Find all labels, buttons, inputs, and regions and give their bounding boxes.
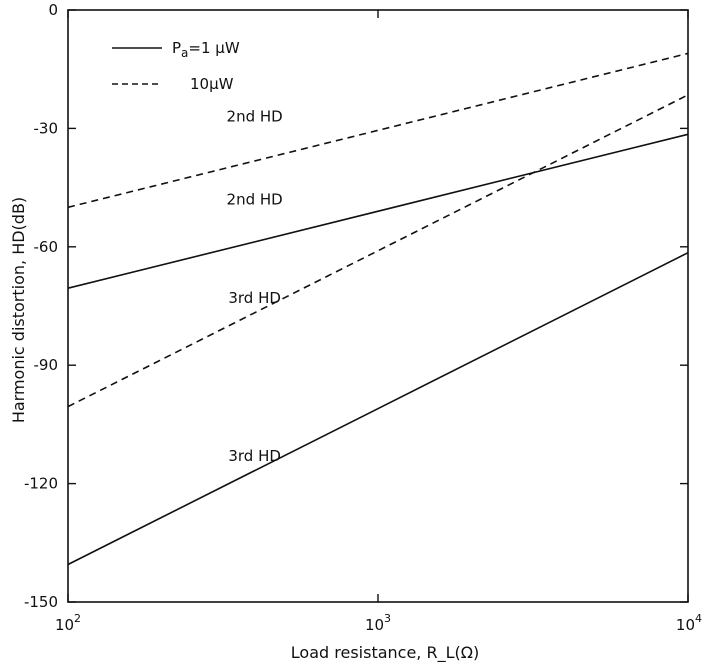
series-line-3rd-hd-1-w [67,251,689,566]
series-line-2nd-hd-1-w [67,133,689,289]
series-line-3rd-hd-10-w [67,94,689,408]
y-tick-label: -30 [34,119,59,137]
y-tick-label: -150 [24,593,58,611]
series-lines [67,52,689,566]
y-tick-label: -90 [34,356,59,374]
legend-label: 10μW [190,75,234,93]
series-line-2nd-hd-10-w [67,52,689,209]
series-label: 3rd HD [228,447,281,465]
series-label: 3rd HD [228,289,281,307]
y-axis-title: Harmonic distortion, HD(dB) [9,197,28,423]
plot-frame [67,9,689,603]
x-axis-title: Load resistance, R_L(Ω) [291,643,479,663]
y-tick-label: -60 [34,238,59,256]
y-tick-label: 0 [48,1,58,19]
x-tick-label: 104 [676,612,702,634]
series-label: 2nd HD [227,190,283,208]
x-tick-label: 103 [365,612,391,634]
series-annotations: 2nd HD 2nd HD 3rd HD 3rd HD [227,108,283,465]
y-tick-label: -120 [24,475,58,493]
legend-label: Pa=1 μW [172,39,240,60]
x-tick-label: 102 [55,612,81,634]
legend: Pa=1 μW 10μW [112,39,240,93]
series-label: 2nd HD [227,108,283,126]
